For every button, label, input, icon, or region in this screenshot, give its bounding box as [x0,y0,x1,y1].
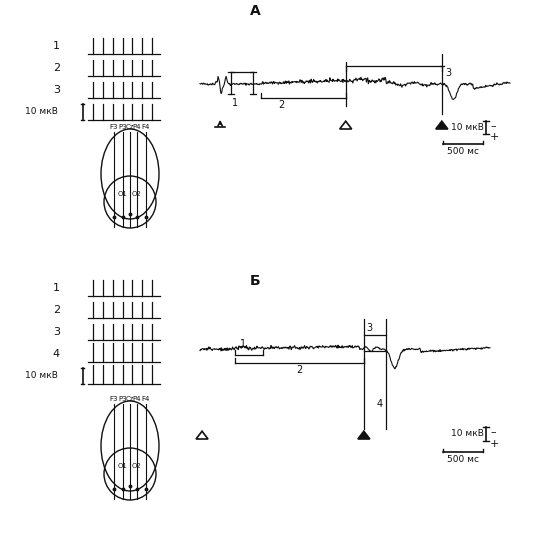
Text: 500 мс: 500 мс [447,455,479,464]
Text: 1: 1 [232,98,238,108]
Text: O1: O1 [118,191,128,197]
Text: 3: 3 [367,323,373,333]
Text: 1: 1 [240,339,246,349]
Text: 3: 3 [53,85,60,95]
Text: –: – [490,427,495,437]
Text: 10 мкВ: 10 мкВ [451,123,484,132]
Text: Cz: Cz [126,396,134,402]
Text: 2: 2 [53,305,60,315]
Text: F4: F4 [142,396,150,402]
Text: F3: F3 [109,396,118,402]
Text: Cz: Cz [126,124,134,130]
Text: O2: O2 [132,191,142,197]
Text: 2: 2 [53,63,60,73]
Text: 4: 4 [377,399,383,409]
Polygon shape [436,121,448,129]
Text: 3: 3 [446,68,452,78]
Text: P4: P4 [133,124,141,130]
Text: +: + [490,439,499,449]
Text: 2: 2 [296,365,302,375]
Text: P3: P3 [119,124,127,130]
Text: O2: O2 [132,463,142,469]
Polygon shape [358,431,370,439]
Text: 10 мкВ: 10 мкВ [451,430,484,438]
Text: 10 мкВ: 10 мкВ [25,108,58,116]
Text: F3: F3 [109,124,118,130]
Text: 1: 1 [53,283,60,293]
Text: 10 мкВ: 10 мкВ [25,372,58,380]
Text: А: А [250,4,260,18]
Text: 4: 4 [53,349,60,359]
Text: O1: O1 [118,463,128,469]
Text: +: + [490,132,499,142]
Text: –: – [490,121,495,131]
Text: 1: 1 [53,41,60,51]
Text: P3: P3 [119,396,127,402]
Text: F4: F4 [142,124,150,130]
Text: 3: 3 [53,327,60,337]
Text: 500 мс: 500 мс [447,147,479,156]
Text: P4: P4 [133,396,141,402]
Text: Б: Б [250,274,260,288]
Text: 2: 2 [278,100,284,110]
